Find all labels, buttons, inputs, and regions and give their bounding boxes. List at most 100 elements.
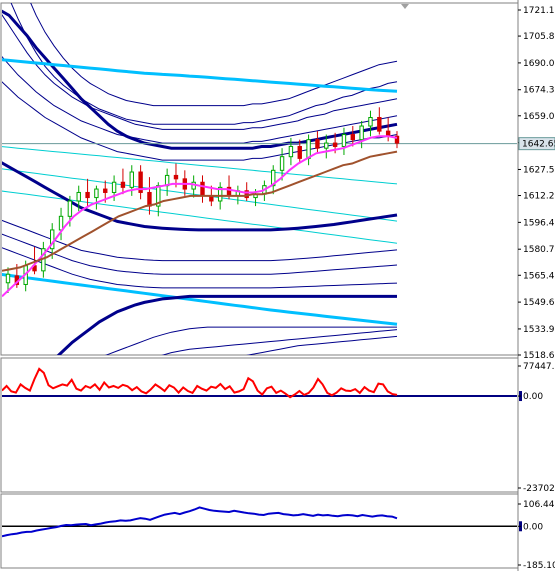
- candle-body: [138, 171, 143, 193]
- candle: [5, 267, 11, 293]
- candle: [164, 168, 170, 196]
- candle: [368, 110, 373, 137]
- band-line-13: [2, 247, 398, 289]
- band-line-11: [2, 219, 398, 262]
- candle: [138, 165, 143, 200]
- price-tick-label: 1659.00: [523, 112, 555, 122]
- band-line-3: [2, 56, 398, 144]
- indicator-1-panel: [2, 367, 517, 399]
- candle: [377, 107, 382, 135]
- indicator-tick-label: 77447.83: [523, 362, 555, 372]
- price-tick-label: 1705.80: [523, 32, 555, 42]
- candle-body: [217, 186, 223, 202]
- candle-body: [111, 181, 117, 193]
- price-tick-label: 1690.05: [523, 59, 555, 69]
- candle-body: [271, 169, 276, 187]
- candle: [385, 117, 391, 142]
- price-tick-label: 1627.50: [523, 165, 555, 175]
- panel-border-1: [0, 357, 519, 493]
- candle: [394, 131, 400, 149]
- candle-body: [324, 142, 329, 149]
- moving-average-overlays: [2, 135, 398, 298]
- band-line-15: [56, 294, 397, 355]
- i1-series-line-0: [2, 367, 398, 399]
- candle-body: [341, 134, 347, 147]
- candle-body: [94, 188, 99, 199]
- candle: [147, 177, 152, 215]
- candle-body: [120, 181, 126, 188]
- candle-body: [5, 273, 11, 284]
- candle-body: [359, 125, 364, 141]
- candle-body: [279, 156, 285, 171]
- price-axis: 1721.101705.801690.051674.301659.001643.…: [401, 4, 555, 571]
- candle-body: [297, 145, 302, 159]
- band-line-6: [2, 58, 398, 93]
- band-line-18: [246, 335, 398, 355]
- candle: [359, 120, 364, 149]
- price-tick-label: 1549.65: [523, 298, 555, 308]
- panel-frames: [0, 0, 519, 571]
- candle-body: [306, 139, 311, 159]
- candle-body: [368, 117, 373, 127]
- envelope-bands: [2, 3, 517, 355]
- indicator-tick-label: -237028.: [523, 484, 555, 494]
- band-line-1: [10, 3, 398, 125]
- candle-body: [377, 117, 382, 132]
- candle-body: [76, 191, 81, 202]
- overlay-line-0: [2, 135, 398, 298]
- candle-body: [288, 145, 294, 158]
- candle-body: [85, 191, 90, 199]
- band-line-7: [2, 146, 398, 185]
- candle-body: [58, 215, 64, 231]
- indicator-tick-label: -185.102: [523, 561, 555, 571]
- candle: [76, 185, 81, 212]
- candle: [271, 165, 276, 195]
- candle: [120, 168, 126, 195]
- band-line-17: [161, 329, 398, 355]
- band-line-10: [2, 161, 398, 232]
- candle: [350, 126, 355, 147]
- candlestick-series: [5, 107, 400, 293]
- candle-body: [129, 171, 134, 188]
- candle: [94, 185, 99, 210]
- candle-body: [147, 191, 152, 207]
- band-line-16: [105, 326, 397, 355]
- candle-body: [350, 134, 355, 141]
- candle-body: [103, 188, 108, 193]
- candle: [288, 137, 294, 166]
- price-tick-label: 1533.90: [523, 325, 555, 335]
- indicator-2-panel: [2, 506, 517, 538]
- candle: [50, 223, 55, 259]
- indicator-tick-label: 0.00: [523, 392, 543, 402]
- candle-body: [50, 229, 55, 250]
- candle-body: [67, 200, 73, 217]
- price-tick-label: 1721.10: [523, 6, 555, 16]
- candle-body: [315, 139, 320, 149]
- indicator-tick-label: 106.442: [523, 500, 555, 510]
- candle: [156, 182, 161, 217]
- indicator-tick-label: 0.00: [523, 522, 543, 532]
- candle-body: [332, 142, 338, 147]
- price-tick-label: 1565.40: [523, 271, 555, 281]
- shift-marker-icon: [401, 4, 409, 9]
- i2-series-line-0: [2, 506, 398, 538]
- band-line-0: [30, 3, 398, 107]
- candle-body: [394, 135, 400, 144]
- candle: [129, 165, 134, 196]
- band-line-14: [2, 272, 398, 326]
- current-price-tag: 1642.65: [518, 137, 555, 151]
- band-line-4: [2, 81, 398, 161]
- candle-body: [173, 174, 179, 180]
- overlay-line-1: [2, 150, 398, 272]
- candle: [297, 139, 302, 164]
- candle: [306, 134, 311, 166]
- price-tick-label: 1674.30: [523, 86, 555, 96]
- price-tick-label: 1518.60: [523, 351, 555, 361]
- price-tick-label: 1596.45: [523, 218, 555, 228]
- candle: [200, 175, 205, 203]
- candle: [58, 207, 64, 241]
- band-line-12: [2, 233, 398, 275]
- candle-body: [200, 181, 205, 197]
